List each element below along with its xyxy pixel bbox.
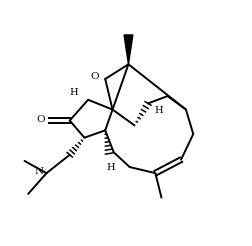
Text: O: O <box>36 115 45 124</box>
Text: O: O <box>91 72 99 81</box>
Text: H: H <box>155 106 163 115</box>
Text: H: H <box>70 88 78 97</box>
Text: H: H <box>107 163 115 171</box>
Polygon shape <box>124 35 133 64</box>
Text: N: N <box>34 168 43 176</box>
